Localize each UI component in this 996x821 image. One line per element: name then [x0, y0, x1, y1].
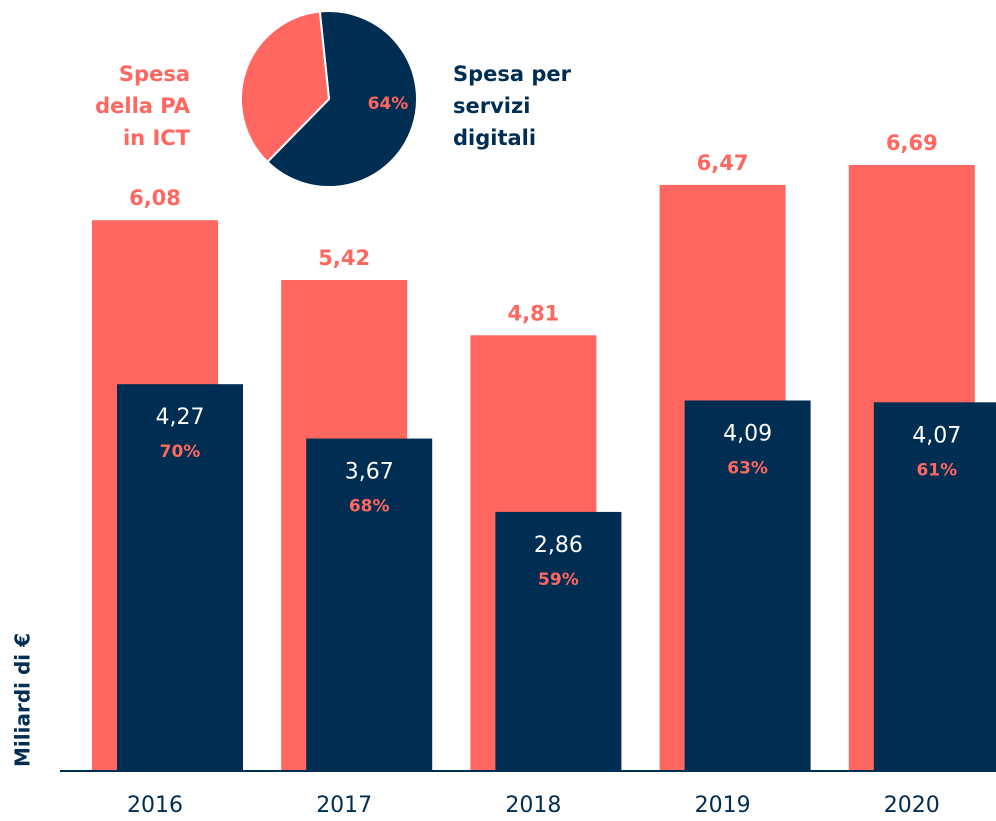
value-label: 6,69 [886, 131, 938, 155]
value-label: 2,86 [534, 533, 583, 558]
x-tick-label: 2019 [695, 793, 751, 818]
x-tick-label: 2017 [316, 793, 372, 818]
pie-slice [266, 10, 418, 188]
value-label: 6,47 [697, 151, 749, 175]
bar [873, 402, 996, 771]
share-label: 61% [916, 460, 957, 480]
share-label: 63% [727, 458, 768, 478]
legend-digital: Spesa per servizi digitali [453, 62, 572, 150]
x-tick-label: 2018 [505, 793, 561, 818]
x-tick-label: 2016 [127, 793, 183, 818]
pie-slice [240, 10, 331, 164]
share-label: 70% [160, 442, 201, 462]
legend-ict: Spesa della PA in ICT [95, 62, 190, 150]
y-axis-label: Miliardi di € [11, 633, 35, 767]
x-tick-label: 2020 [884, 793, 940, 818]
bar [684, 400, 811, 771]
value-label: 4,81 [507, 301, 559, 325]
value-label: 4,07 [912, 423, 961, 448]
share-label: 68% [349, 497, 390, 517]
bar [495, 511, 622, 771]
bar [306, 438, 433, 771]
value-label: 3,67 [345, 460, 394, 485]
value-label: 5,42 [318, 246, 370, 270]
share-label: 59% [538, 570, 579, 590]
bar [117, 384, 243, 771]
value-label: 4,09 [723, 421, 772, 446]
value-label: 4,27 [156, 405, 205, 430]
pie-label: 64% [368, 94, 409, 114]
value-label: 6,08 [129, 186, 181, 210]
